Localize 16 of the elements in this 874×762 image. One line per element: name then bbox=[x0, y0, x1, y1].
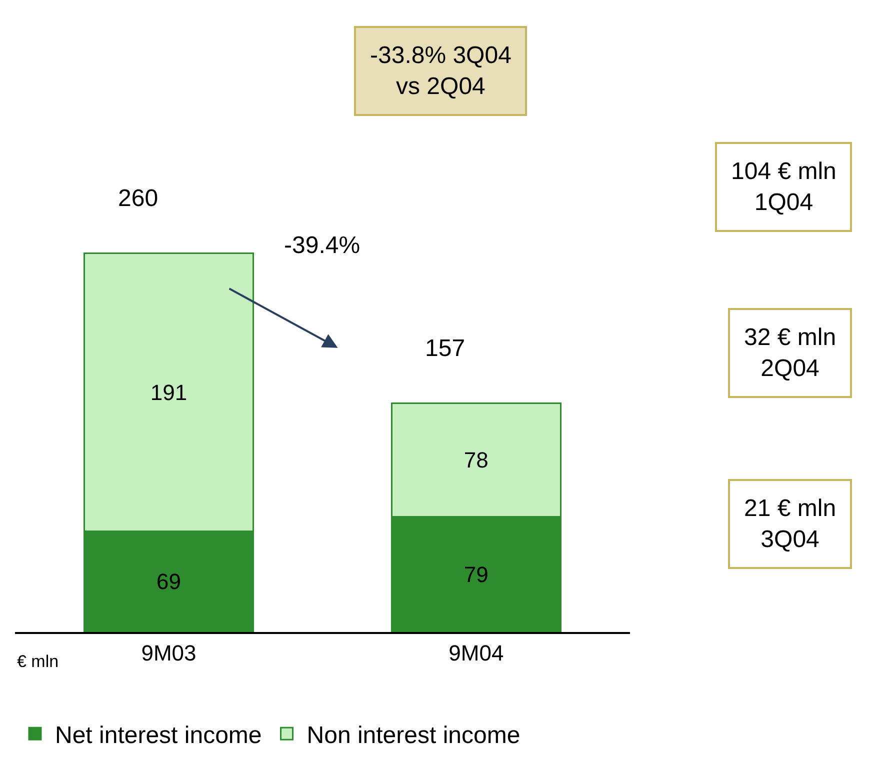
legend-label: Non interest income bbox=[306, 722, 520, 750]
text: 32 € mln 2Q04 bbox=[744, 324, 836, 382]
legend-label: Net interest income bbox=[55, 722, 262, 750]
text: 104 € mln 1Q04 bbox=[731, 158, 836, 216]
data-label: 78 bbox=[464, 448, 488, 473]
total-label: 157 bbox=[425, 335, 466, 362]
total-label: 260 bbox=[118, 185, 158, 212]
data-label: 79 bbox=[464, 562, 488, 587]
text: -33.8% 3Q04 vs 2Q04 bbox=[370, 42, 512, 100]
x-tick-label: 9M03 bbox=[141, 640, 196, 666]
text: € mln bbox=[17, 652, 59, 671]
data-label: 191 bbox=[150, 380, 188, 405]
text: 21 € mln 3Q04 bbox=[744, 495, 836, 554]
annotation: -39.4% bbox=[284, 232, 360, 259]
data-label: 69 bbox=[156, 569, 181, 594]
x-tick-label: 9M04 bbox=[448, 640, 504, 666]
